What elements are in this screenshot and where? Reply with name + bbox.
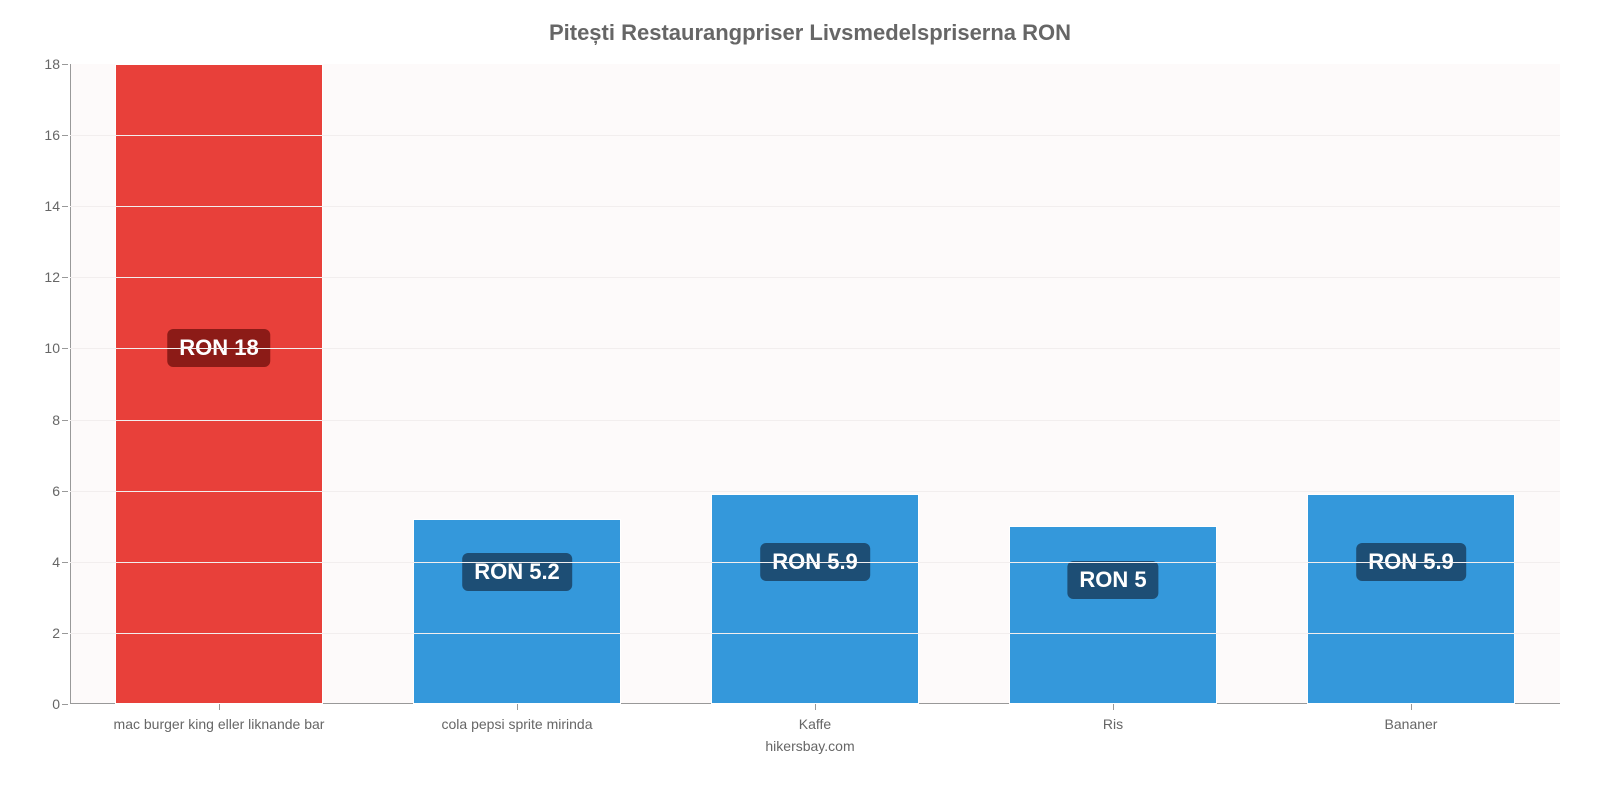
y-axis: 024681012141618: [60, 64, 70, 704]
gridline: [70, 135, 1560, 136]
y-tick-label: 12: [20, 269, 60, 285]
gridline: [70, 348, 1560, 349]
bars-group: RON 18 RON 5.2 RON 5.9 RON 5 RON 5.9: [70, 64, 1560, 704]
y-tick-label: 8: [20, 412, 60, 428]
y-tick-label: 0: [20, 696, 60, 712]
gridline: [70, 562, 1560, 563]
y-tick-label: 16: [20, 127, 60, 143]
bar-slot: RON 5.9: [666, 64, 964, 704]
x-axis-label: Kaffe: [666, 716, 964, 732]
plot-area: 024681012141618 RON 18RON 5.2RON 5.9RON …: [70, 64, 1560, 704]
y-tick-label: 2: [20, 625, 60, 641]
y-tick-label: 4: [20, 554, 60, 570]
bar: [115, 64, 324, 704]
bar-slot: RON 5.2: [368, 64, 666, 704]
y-tick-label: 18: [20, 56, 60, 72]
y-tick-label: 6: [20, 483, 60, 499]
gridline: [70, 206, 1560, 207]
x-axis-label: mac burger king eller liknande bar: [70, 716, 368, 732]
bar-slot: RON 5: [964, 64, 1262, 704]
x-axis-label: Bananer: [1262, 716, 1560, 732]
chart-footer: hikersbay.com: [60, 738, 1560, 754]
y-tick-label: 10: [20, 340, 60, 356]
bar-slot: RON 18: [70, 64, 368, 704]
gridline: [70, 420, 1560, 421]
x-axis-label: cola pepsi sprite mirinda: [368, 716, 666, 732]
bar-value-label: RON 5.2: [462, 553, 572, 591]
gridline: [70, 633, 1560, 634]
chart-title: Pitești Restaurangpriser Livsmedelsprise…: [60, 20, 1560, 46]
bar-value-label: RON 5: [1067, 561, 1158, 599]
gridline: [70, 491, 1560, 492]
bar: [1009, 526, 1218, 704]
gridline: [70, 277, 1560, 278]
chart-container: Pitești Restaurangpriser Livsmedelsprise…: [0, 0, 1600, 800]
bar: [413, 519, 622, 704]
bar: [1307, 494, 1516, 704]
bar-slot: RON 5.9: [1262, 64, 1560, 704]
x-axis-labels: mac burger king eller liknande barcola p…: [70, 716, 1560, 732]
bar: [711, 494, 920, 704]
x-axis-label: Ris: [964, 716, 1262, 732]
y-tick-label: 14: [20, 198, 60, 214]
